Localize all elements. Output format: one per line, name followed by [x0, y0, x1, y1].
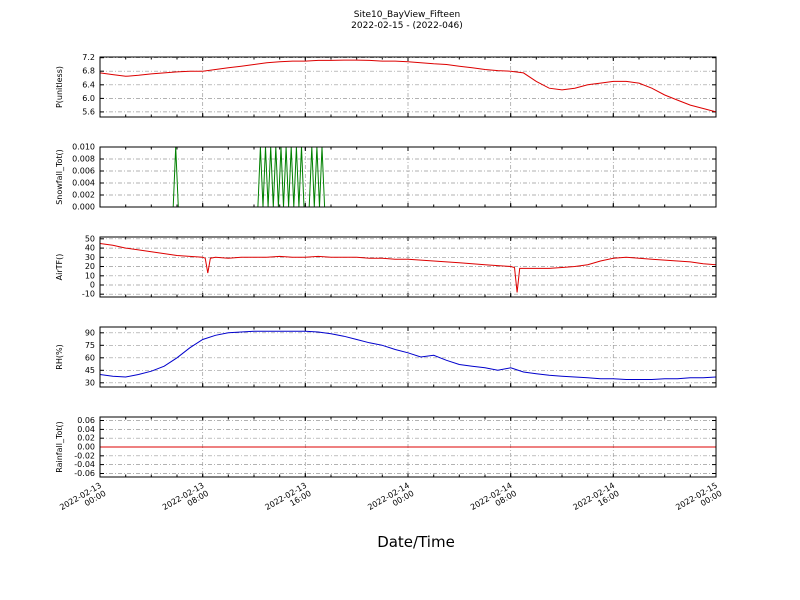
- x-tick-label: 2022-02-1416:00: [572, 481, 621, 520]
- y-axis-title: P(unitless): [55, 66, 64, 108]
- y-tick-label: -0.02: [74, 451, 95, 460]
- y-tick-label: -0.06: [74, 469, 95, 478]
- y-tick-label: 0.008: [72, 155, 95, 164]
- y-tick-label: 6.8: [82, 67, 95, 76]
- rh-line: [99, 330, 717, 380]
- x-axis-label: Date/Time: [377, 533, 455, 551]
- panel-frame: [99, 56, 717, 118]
- x-tick-label: 2022-02-1300:00: [58, 481, 107, 520]
- y-tick-label: 0: [90, 281, 95, 290]
- y-tick-label: -0.04: [74, 460, 95, 469]
- y-tick-label: 0.000: [72, 203, 95, 212]
- y-tick-label: 5.6: [82, 107, 95, 116]
- y-tick-label: 0.06: [77, 416, 95, 425]
- y-axis-title: Rainfall_Tot(): [55, 421, 64, 473]
- y-tick-label: 45: [85, 366, 95, 375]
- x-tick-label: 2022-02-1316:00: [264, 481, 313, 520]
- panel-frame: [99, 416, 717, 478]
- y-tick-label: 50: [85, 234, 95, 243]
- y-tick-label: 10: [85, 271, 95, 280]
- y-tick-label: 40: [85, 244, 95, 253]
- y-tick-label: 90: [85, 328, 95, 337]
- y-tick-label: 30: [85, 253, 95, 262]
- y-tick-label: 0.006: [72, 167, 95, 176]
- y-axis-title: Snowfall_Tot(): [55, 149, 64, 205]
- p-line: [99, 59, 717, 113]
- chart-title: Site10_BayView_Fifteen 2022-02-15 - (202…: [0, 10, 800, 32]
- y-tick-label: 0.04: [77, 425, 95, 434]
- panel-frame: [99, 326, 717, 388]
- x-tick-label: 2022-02-1408:00: [469, 481, 518, 520]
- y-tick-label: 0.02: [77, 434, 95, 443]
- y-tick-label: -10: [82, 290, 95, 299]
- y-tick-label: 0.004: [72, 179, 95, 188]
- y-tick-label: 0.002: [72, 191, 95, 200]
- x-tick-label: 2022-02-1500:00: [674, 481, 723, 520]
- panel-frame: [99, 236, 717, 298]
- y-tick-label: 6.4: [82, 80, 95, 89]
- y-tick-label: 7.2: [82, 53, 95, 62]
- x-tick-label: 2022-02-1400:00: [366, 481, 415, 520]
- x-tick-label: 2022-02-1308:00: [161, 481, 210, 520]
- y-tick-label: 0.00: [77, 443, 95, 452]
- y-tick-label: 75: [85, 341, 95, 350]
- y-tick-label: 30: [85, 378, 95, 387]
- airtf-line: [99, 243, 717, 293]
- y-tick-label: 60: [85, 353, 95, 362]
- y-axis-title: RH(%): [55, 344, 64, 369]
- y-tick-label: 20: [85, 262, 95, 271]
- y-tick-label: 6.0: [82, 94, 95, 103]
- chart-title-line1: Site10_BayView_Fifteen: [353, 10, 461, 20]
- y-tick-label: 0.010: [72, 143, 95, 152]
- y-axis-title: AirTF(): [55, 254, 64, 281]
- chart-title-line2: 2022-02-15 - (2022-046): [351, 21, 463, 31]
- panel-frame: [99, 146, 717, 208]
